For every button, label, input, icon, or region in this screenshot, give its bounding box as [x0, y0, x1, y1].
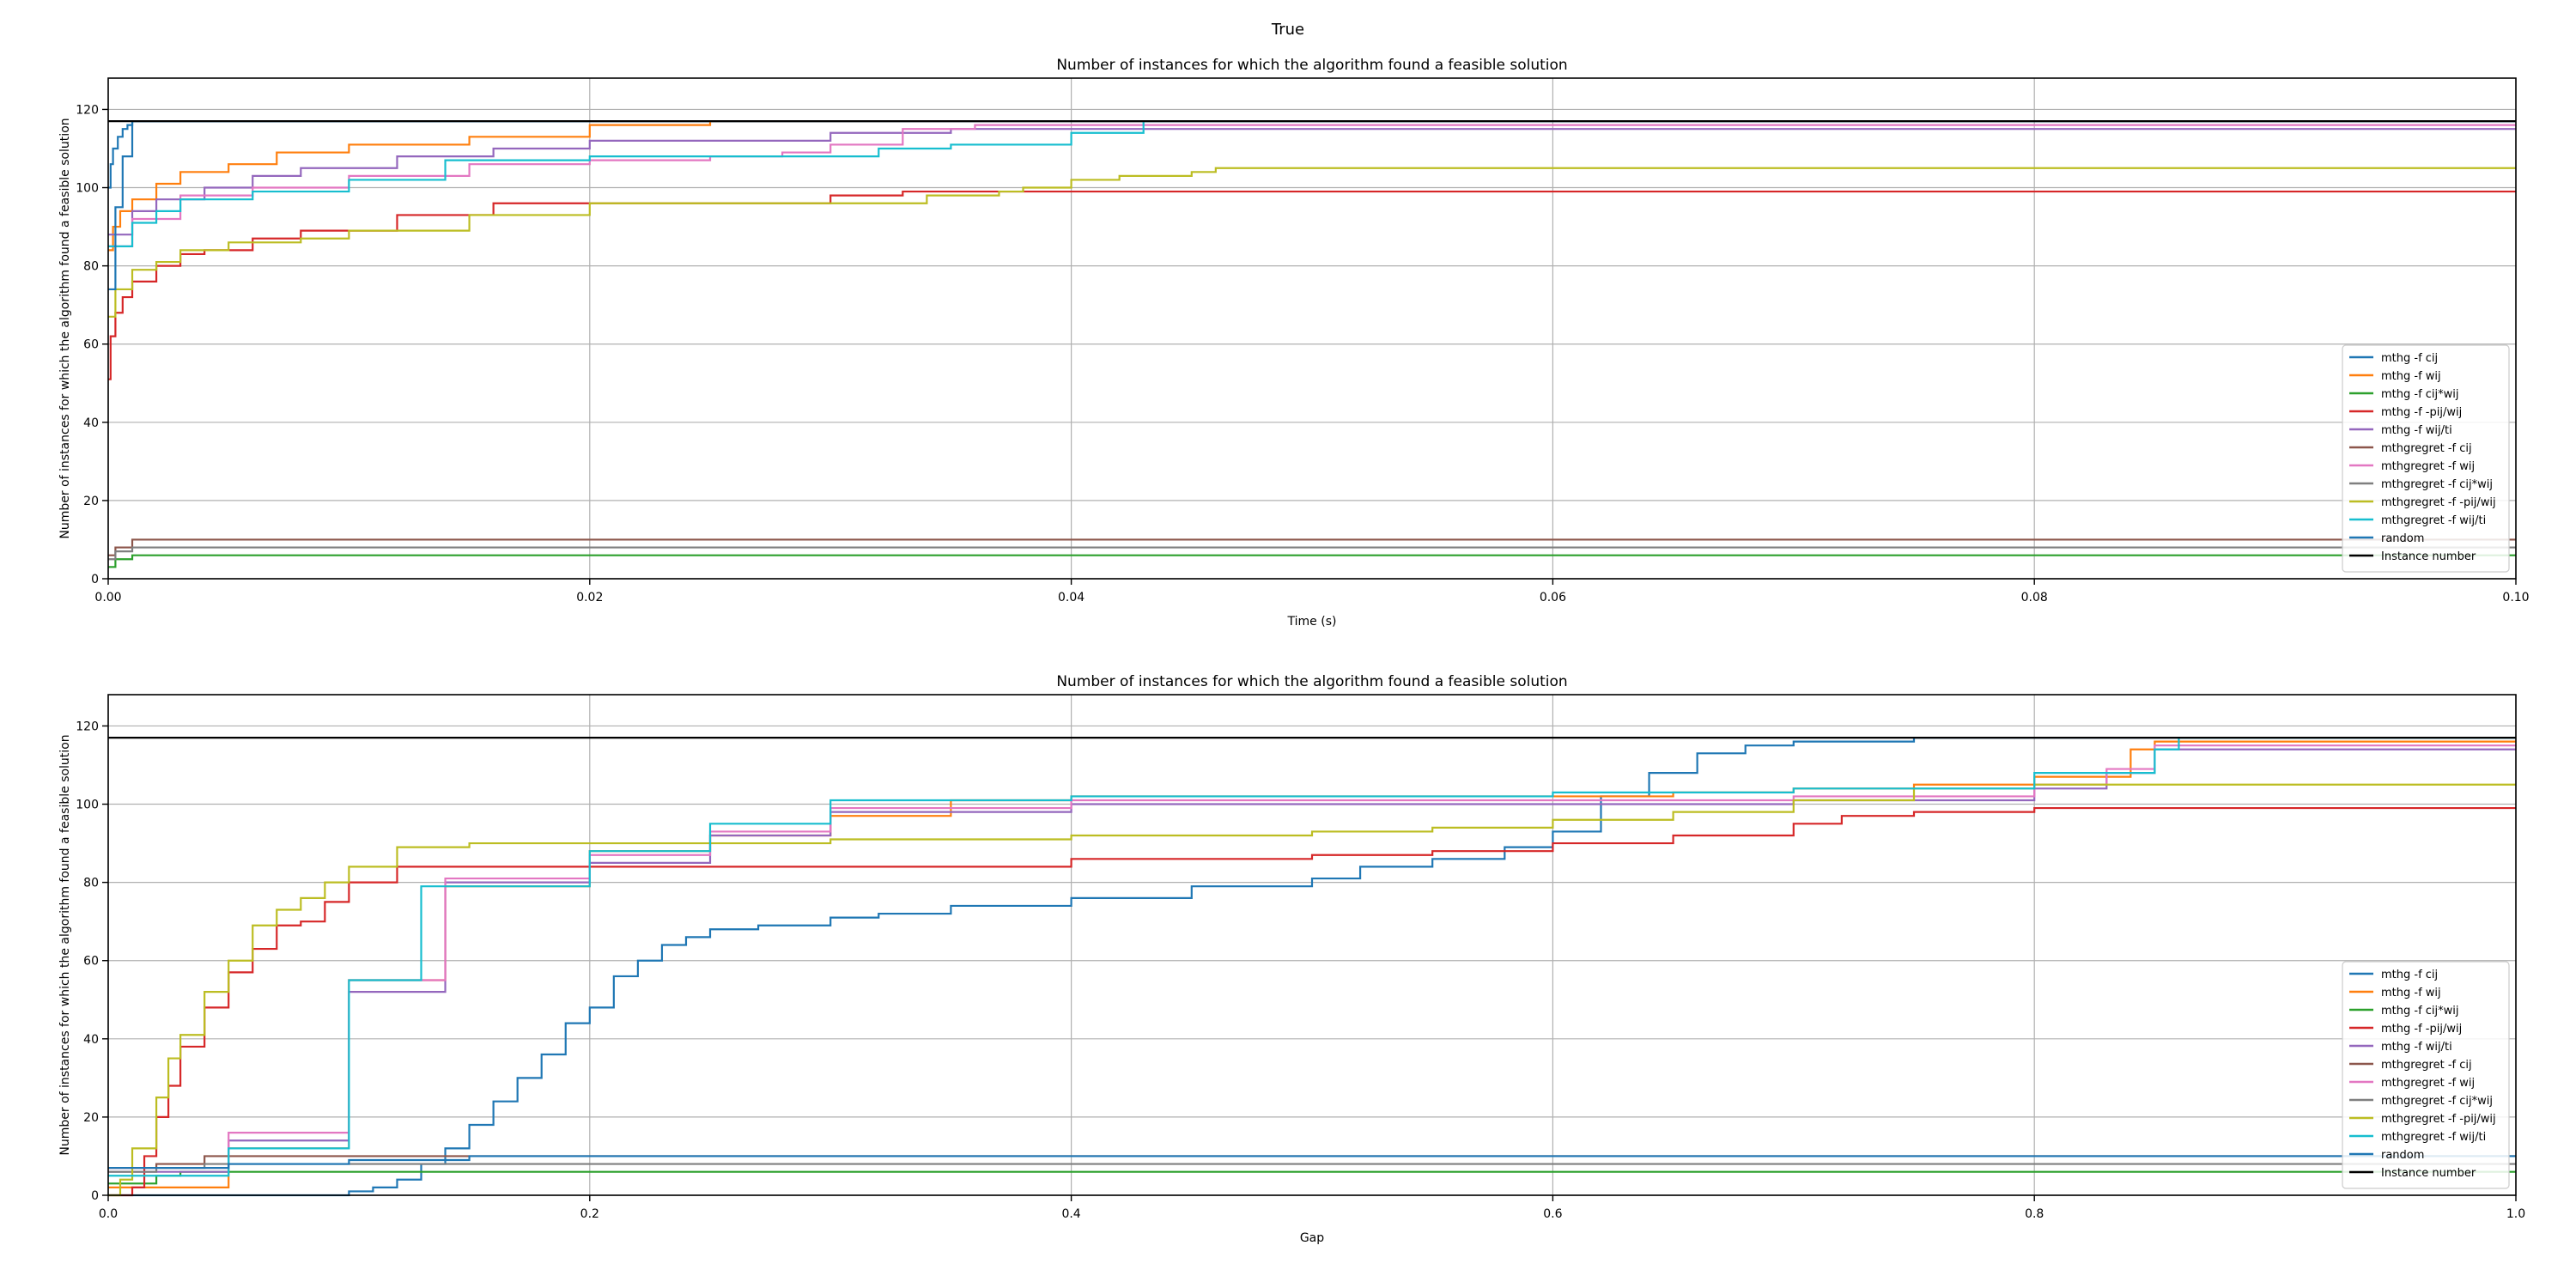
- y-tick-label: 40: [83, 1033, 99, 1047]
- legend-label: mthgregret -f cij*wij: [2381, 1095, 2493, 1108]
- x-tick-label: 0.04: [1058, 591, 1084, 605]
- series-line-mthgregret-f-cij-wij: [108, 1163, 2516, 1173]
- series-line-random: [108, 120, 2516, 291]
- x-axis-label: Gap: [1300, 1231, 1324, 1245]
- legend-label: mthg -f cij*wij: [2381, 1005, 2459, 1018]
- y-tick-label: 100: [76, 799, 99, 812]
- legend-label: mthg -f cij: [2381, 352, 2438, 365]
- legend-box: [2342, 344, 2510, 573]
- series-line-mthgregret-f-cij: [108, 538, 2516, 556]
- legend-label: mthgregret -f -pij/wij: [2381, 496, 2496, 509]
- legend-label: mthg -f wij/ti: [2381, 1041, 2452, 1054]
- chart-panel-gap: 0.0 0.2 0.4 0.6 0.8 1.0 0 20 40 60 80 100 120 Number …: [58, 673, 2525, 1245]
- x-tick-label: 0.2: [580, 1207, 599, 1221]
- legend-label: mthgregret -f wij: [2381, 460, 2475, 473]
- chart-title: Number of instances for which the algori…: [1056, 57, 1567, 74]
- series-line-mthgregret-f-pij-wij: [108, 167, 2516, 318]
- chart-panel-time: 0.00 0.02 0.04 0.06 0.08 0.10 0 20 40 60 80 100 120 N…: [58, 57, 2530, 629]
- legend-label: mthg -f -pij/wij: [2381, 1023, 2462, 1036]
- axes-frame: [107, 694, 2517, 1196]
- legend-label: mthg -f wij: [2381, 370, 2441, 383]
- legend-box: [2342, 961, 2510, 1189]
- y-tick-label: 80: [83, 260, 99, 274]
- series-line-mthg-f-cij: [108, 737, 2516, 1197]
- series-line-mthgregret-f-pij-wij: [108, 783, 2516, 1197]
- y-tick-label: 100: [76, 182, 99, 196]
- series-line-random: [108, 1155, 2516, 1170]
- legend-label: mthg -f wij: [2381, 987, 2441, 999]
- legend-label: random: [2381, 1149, 2424, 1162]
- series-line-mthg-f-wij-ti: [108, 748, 2516, 1173]
- series-line-mthg-f-wij: [108, 120, 2516, 252]
- legend-label: mthg -f -pij/wij: [2381, 406, 2462, 419]
- x-tick-label: 0.8: [2025, 1207, 2044, 1221]
- series-line-mthg-f-pij-wij: [108, 806, 2516, 1197]
- series-line-mthg-f-cij: [108, 120, 2516, 189]
- axes-frame: [107, 77, 2517, 580]
- y-tick-label: 120: [76, 103, 99, 117]
- legend-label: Instance number: [2381, 1167, 2476, 1180]
- x-tick-label: 1.0: [2506, 1207, 2525, 1221]
- y-axis-label: Number of instances for which the algori…: [58, 118, 72, 538]
- y-tick-label: 120: [76, 720, 99, 733]
- legend-label: mthgregret -f wij: [2381, 1077, 2475, 1090]
- legend-label: mthg -f wij/ti: [2381, 424, 2452, 437]
- y-tick-label: 60: [83, 955, 99, 969]
- x-tick-label: 0.08: [2021, 591, 2048, 605]
- y-tick-label: 40: [83, 416, 99, 430]
- y-tick-label: 20: [83, 495, 99, 508]
- legend-label: Instance number: [2381, 550, 2476, 563]
- y-tick-label: 20: [83, 1111, 99, 1125]
- legend: mthg -f cij mthg -f wij mthg -f cij*wij mth…: [2342, 344, 2510, 573]
- x-tick-label: 0.02: [576, 591, 603, 605]
- legend-label: mthg -f cij: [2381, 969, 2438, 981]
- legend-label: mthg -f cij*wij: [2381, 388, 2459, 401]
- y-tick-label: 0: [91, 573, 99, 586]
- x-tick-label: 0.00: [94, 591, 121, 605]
- series-group: [108, 120, 2516, 568]
- legend-label: mthgregret -f cij: [2381, 442, 2472, 455]
- chart-title: Number of instances for which the algori…: [1056, 673, 1567, 690]
- series-line-mthg-f-cij-wij: [108, 554, 2516, 568]
- series-line-mthgregret-f-wij-ti: [108, 737, 2516, 1177]
- legend-label: random: [2381, 532, 2424, 545]
- series-line-mthgregret-f-wij-ti: [108, 120, 2516, 247]
- x-tick-label: 0.06: [1540, 591, 1566, 605]
- x-tick-label: 0.4: [1061, 1207, 1080, 1221]
- series-line-mthg-f-wij-ti: [108, 128, 2516, 236]
- x-tick-label: 0.0: [99, 1207, 118, 1221]
- y-tick-label: 0: [91, 1189, 99, 1203]
- legend-label: mthgregret -f wij/ti: [2381, 1131, 2486, 1144]
- legend-label: mthgregret -f cij*wij: [2381, 478, 2493, 491]
- y-axis-label: Number of instances for which the algori…: [58, 734, 72, 1155]
- x-axis-label: Time (s): [1287, 615, 1337, 629]
- x-tick-label: 0.10: [2502, 591, 2529, 605]
- y-tick-label: 60: [83, 338, 99, 352]
- x-tick-label: 0.6: [1543, 1207, 1562, 1221]
- legend: mthg -f cij mthg -f wij mthg -f cij*wij mth…: [2342, 961, 2510, 1189]
- series-line-mthgregret-f-cij-wij: [108, 546, 2516, 561]
- legend-label: mthgregret -f cij: [2381, 1059, 2472, 1072]
- legend-label: mthgregret -f wij/ti: [2381, 514, 2486, 527]
- figure-title: True: [1271, 21, 1305, 39]
- series-group: [108, 737, 2516, 1197]
- series-line-mthg-f-cij-wij: [108, 1170, 2516, 1185]
- y-tick-label: 80: [83, 877, 99, 890]
- legend-label: mthgregret -f -pij/wij: [2381, 1113, 2496, 1126]
